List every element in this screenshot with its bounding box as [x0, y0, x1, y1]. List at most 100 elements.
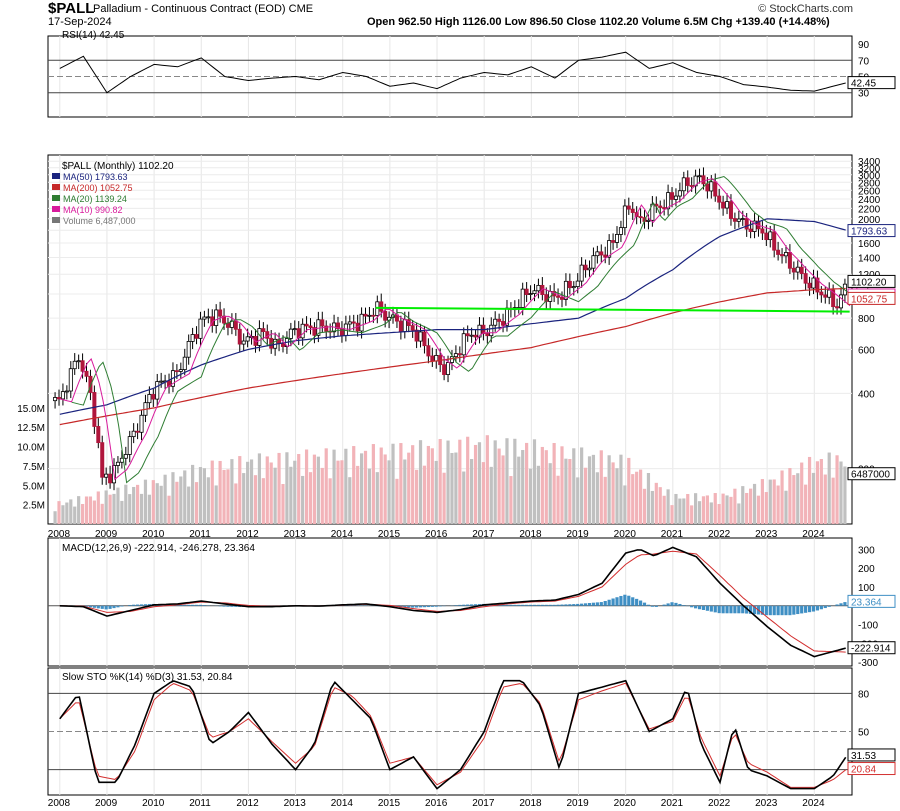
volume-bar — [438, 439, 442, 524]
volume-bar — [116, 487, 120, 524]
volume-bar — [399, 443, 403, 524]
macd-hist-last-label: 23.364 — [851, 597, 882, 608]
volume-bar — [804, 484, 808, 524]
candle-body — [709, 181, 714, 192]
macd-histogram-bar — [438, 605, 442, 607]
legend-swatch — [52, 173, 60, 179]
rsi-last-label: 42.45 — [851, 79, 876, 90]
macd-histogram-bar — [544, 604, 548, 606]
macd-histogram-bar — [234, 605, 238, 607]
candle-body — [449, 356, 454, 363]
candle-body — [147, 394, 152, 404]
candle-body — [457, 353, 462, 356]
volume-bar — [356, 465, 360, 524]
macd-histogram-bar — [120, 605, 124, 607]
volume-bar — [470, 459, 474, 524]
volume-bar — [281, 484, 285, 524]
candle-body — [776, 249, 781, 255]
macd-histogram-bar — [462, 604, 466, 606]
macd-histogram-bar — [226, 605, 230, 607]
candle-body — [728, 201, 733, 219]
candle-body — [115, 461, 120, 466]
volume-bar — [493, 440, 497, 524]
volume-bar — [336, 460, 340, 524]
macd-histogram-bar — [92, 605, 96, 608]
candle-body — [681, 177, 686, 192]
candle-body — [363, 313, 368, 317]
volume-bar — [737, 503, 741, 524]
candle-body — [501, 321, 506, 326]
volume-bar — [214, 485, 218, 524]
volume-bar — [521, 450, 525, 524]
candle-body — [477, 324, 482, 338]
year-label-bottom: 2024 — [802, 798, 825, 809]
macd-histogram-bar — [407, 605, 411, 608]
macd-histogram-bar — [760, 605, 765, 615]
macd-histogram-bar — [717, 605, 721, 614]
candle-body — [780, 254, 785, 257]
macd-histogram-bar — [697, 605, 702, 610]
candle-body — [379, 301, 384, 312]
volume-bar — [560, 446, 564, 524]
macd-histogram-bar — [430, 605, 434, 607]
candle-body — [713, 181, 718, 197]
candle-body — [575, 280, 580, 287]
candle-body — [744, 218, 749, 230]
macd-histogram-bar — [705, 605, 709, 611]
volume-bar — [132, 486, 136, 524]
candle-body — [343, 323, 348, 336]
sto-title: Slow STO %K(14) %D(3) 31.53, 20.84 — [62, 672, 233, 683]
volume-last-label: 6487000 — [851, 470, 890, 481]
sto-k-line — [59, 679, 847, 790]
volume-bar — [843, 466, 847, 524]
volume-bar — [143, 479, 148, 524]
macd-histogram-bar — [202, 605, 206, 606]
volume-bar — [120, 500, 124, 524]
volume-bar — [690, 505, 694, 524]
candle-body — [497, 318, 502, 322]
volume-bar — [729, 496, 733, 524]
volume-bar — [807, 456, 812, 524]
macd-histogram-bar — [741, 605, 745, 614]
volume-bar — [705, 495, 709, 524]
macd-histogram-bar — [646, 604, 651, 606]
candle-body — [410, 325, 415, 331]
volume-bar — [411, 445, 415, 524]
volume-tick-label: 7.5M — [23, 462, 45, 473]
candle-body — [88, 375, 93, 393]
macd-histogram-bar — [96, 605, 100, 609]
candle-body — [544, 294, 549, 302]
candle-body — [312, 327, 317, 336]
volume-bar — [371, 444, 375, 524]
macd-histogram-bar — [733, 605, 737, 614]
volume-bar — [540, 446, 544, 524]
volume-bar — [481, 462, 486, 524]
candle-body — [587, 267, 592, 271]
volume-bar — [112, 493, 116, 524]
volume-bar — [359, 453, 364, 524]
volume-bar — [171, 472, 175, 524]
volume-bar — [108, 494, 112, 524]
volume-bar — [261, 478, 265, 524]
year-label-bottom: 2018 — [519, 798, 542, 809]
macd-histogram-bar — [470, 604, 474, 606]
candle-body — [202, 316, 207, 320]
volume-bar — [450, 452, 454, 524]
volume-bar — [234, 483, 238, 524]
volume-bar — [198, 467, 203, 524]
volume-bar — [619, 454, 623, 524]
candle-body — [64, 390, 69, 393]
year-label-mid: 2022 — [708, 529, 731, 540]
macd-histogram-bar — [654, 605, 658, 607]
candle-body — [422, 331, 427, 347]
candle-body — [524, 288, 529, 295]
volume-bar — [285, 452, 289, 524]
rsi-last-label-box — [847, 76, 896, 90]
candle-body — [607, 240, 612, 258]
candle-body — [367, 314, 372, 317]
volume-bar — [202, 468, 206, 524]
volume-bar — [709, 502, 713, 524]
macd-histogram-bar — [230, 605, 234, 607]
volume-bar — [442, 472, 446, 524]
volume-bar — [332, 449, 336, 524]
